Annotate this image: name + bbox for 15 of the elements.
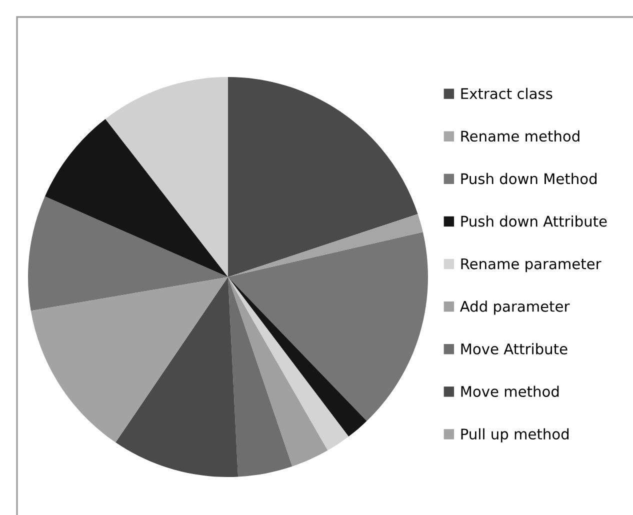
legend-label: Push down Method (461, 172, 596, 184)
legend-label: Extract class (461, 88, 552, 100)
pie-slice (228, 77, 418, 277)
legend-label: Pull up method (461, 428, 569, 442)
legend-label: Push down Attribute (461, 215, 607, 227)
pie-slice (228, 277, 349, 450)
pie-slice (116, 277, 238, 477)
pie-slice (228, 277, 367, 437)
pie-slice (44, 118, 228, 277)
legend-label: Move method (461, 386, 559, 397)
pie-slice (105, 77, 228, 277)
legend-label: Add parameter (460, 300, 570, 315)
legend-label: Move Attribute (461, 343, 568, 354)
legend-label: Rename parameter (461, 258, 602, 272)
legend-label: Rename method (461, 130, 580, 142)
